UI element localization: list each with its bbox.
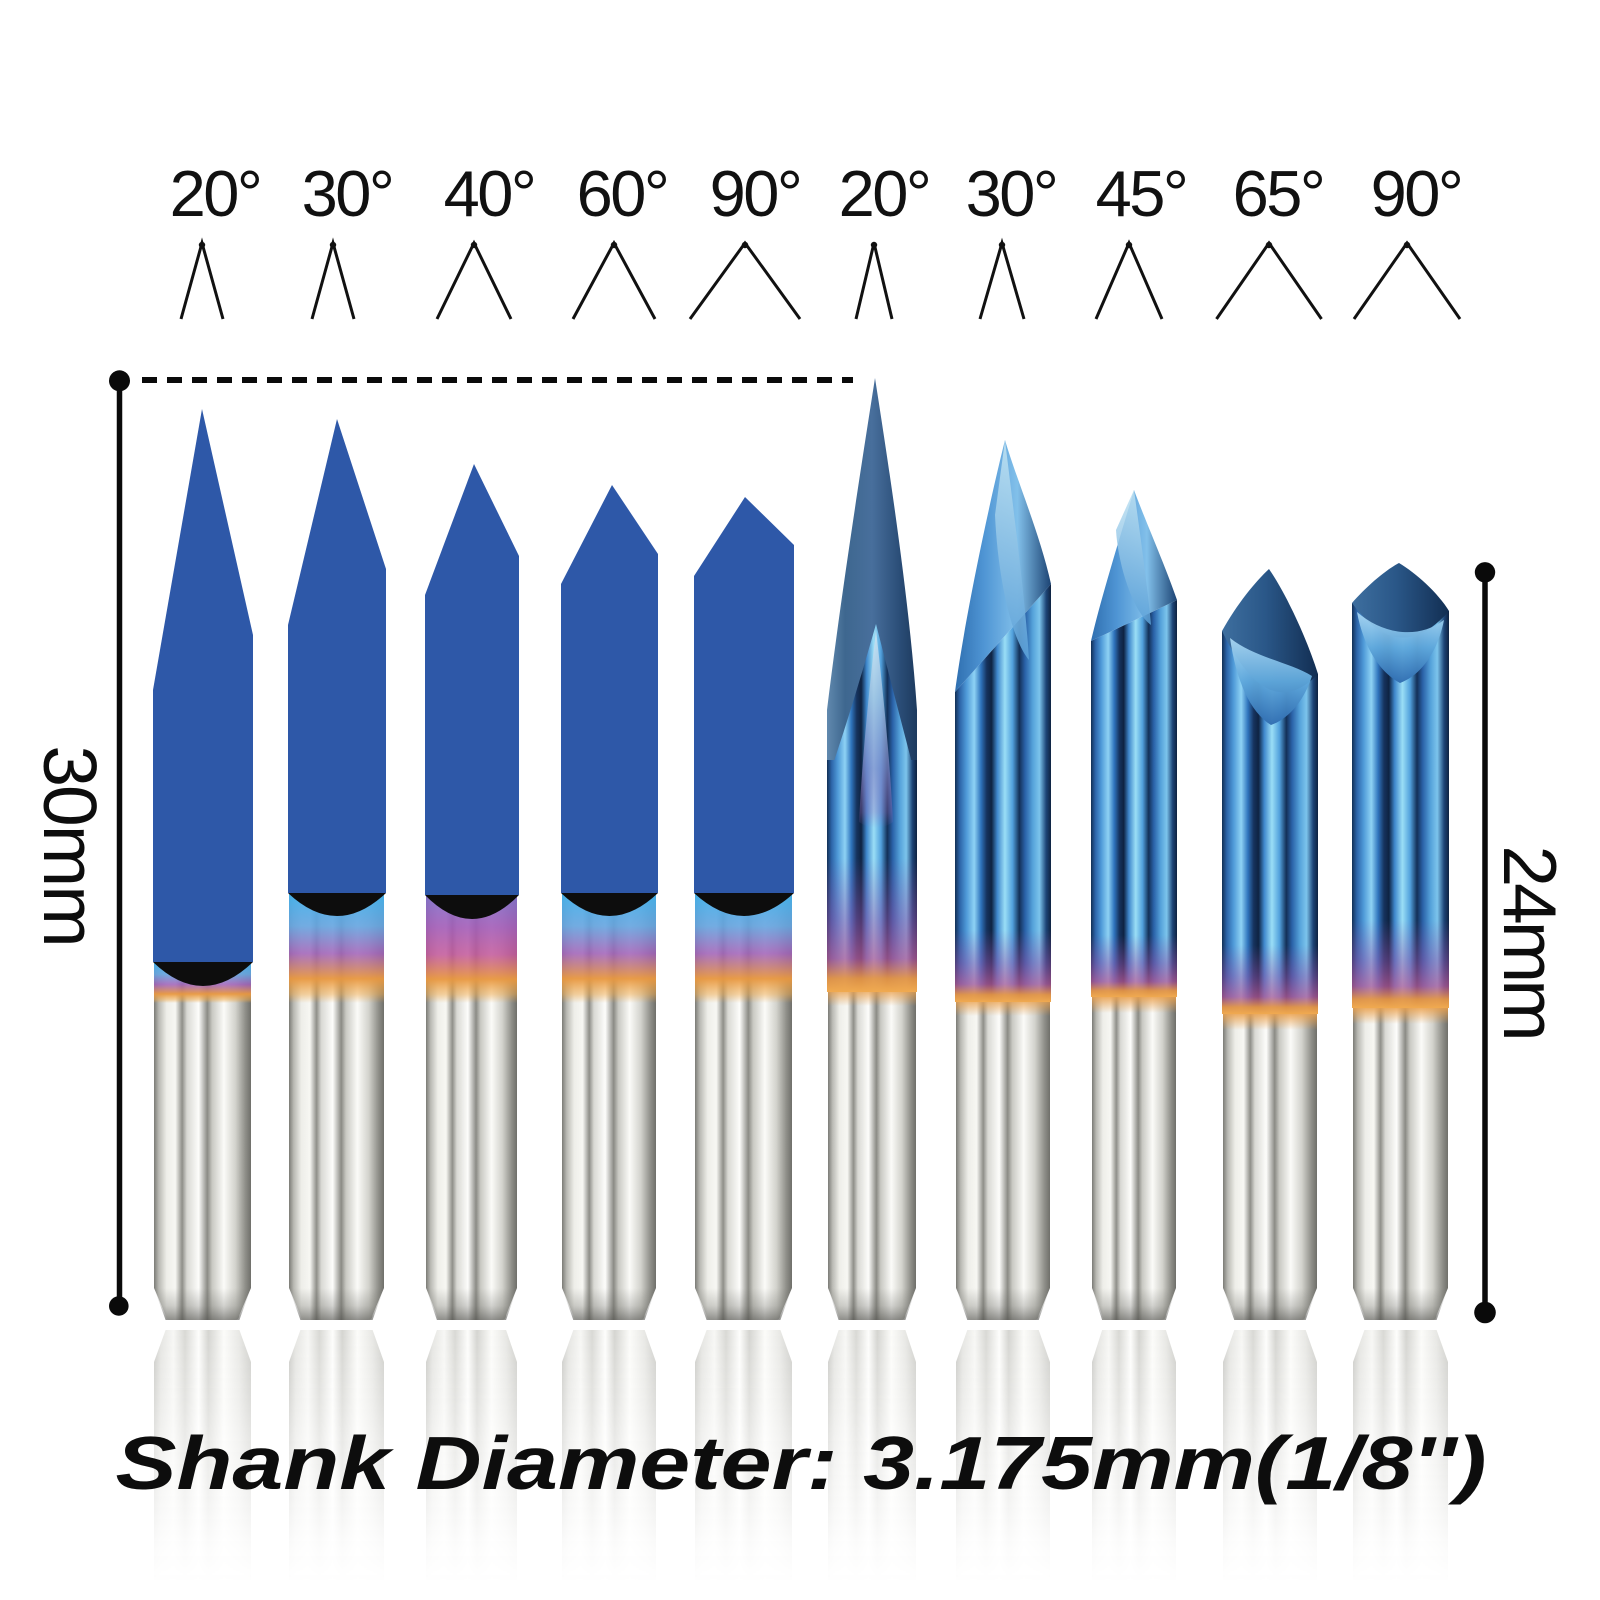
svg-text:65°: 65°	[1233, 157, 1324, 230]
svg-text:90°: 90°	[1371, 157, 1462, 230]
svg-text:30°: 30°	[302, 157, 393, 230]
svg-text:20°: 20°	[839, 157, 930, 230]
svg-text:90°: 90°	[710, 157, 801, 230]
svg-text:45°: 45°	[1096, 157, 1187, 230]
svg-text:Shank Diameter: 3.175mm(1/8''): Shank Diameter: 3.175mm(1/8'')	[116, 1421, 1487, 1505]
svg-text:30°: 30°	[966, 157, 1057, 230]
svg-text:60°: 60°	[577, 157, 668, 230]
svg-text:24mm: 24mm	[1488, 845, 1572, 1037]
svg-text:20°: 20°	[170, 157, 261, 230]
svg-text:30mm: 30mm	[28, 745, 112, 945]
svg-text:40°: 40°	[444, 157, 535, 230]
